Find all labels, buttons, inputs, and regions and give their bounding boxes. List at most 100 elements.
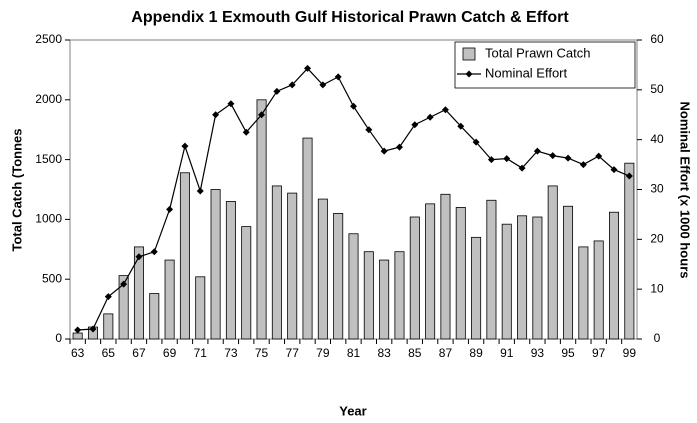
bar: [593, 240, 604, 340]
bar: [256, 99, 267, 340]
x-tick-label: 75: [255, 346, 269, 360]
bar: [425, 203, 436, 340]
y-tick-label: 500: [42, 271, 62, 285]
bar: [609, 211, 620, 340]
marker: [258, 111, 266, 119]
bar: [455, 207, 466, 340]
marker: [227, 100, 235, 108]
marker: [365, 126, 373, 134]
x-tick-label: 83: [377, 346, 391, 360]
legend-swatch: [462, 47, 476, 61]
x-tick-label: 77: [286, 346, 300, 360]
bar: [333, 213, 344, 340]
marker: [242, 128, 250, 136]
marker: [166, 205, 174, 213]
marker: [595, 152, 603, 160]
marker: [472, 138, 480, 146]
marker: [273, 87, 281, 95]
marker: [579, 161, 587, 169]
bar: [440, 193, 451, 340]
x-tick-label: 93: [531, 346, 545, 360]
x-tick-label: 69: [163, 346, 177, 360]
marker: [304, 64, 312, 72]
bar: [241, 226, 252, 340]
marker: [334, 73, 342, 81]
legend-label: Total Prawn Catch: [485, 45, 591, 60]
x-tick-label: 91: [500, 346, 514, 360]
x-tick-label: 71: [194, 346, 208, 360]
marker: [457, 122, 465, 130]
y2-tick-label: 50: [650, 82, 664, 96]
bar: [302, 137, 313, 340]
bar: [547, 185, 558, 340]
bar: [179, 172, 190, 340]
y-tick-label: 2000: [35, 92, 62, 106]
x-tick-label: 97: [592, 346, 606, 360]
y-tick-label: 2500: [35, 32, 62, 46]
bar: [486, 199, 497, 340]
marker: [150, 248, 158, 256]
bar: [195, 276, 206, 340]
marker: [135, 253, 143, 261]
marker: [610, 166, 618, 174]
marker: [503, 155, 511, 163]
x-tick-label: 67: [132, 346, 146, 360]
bar: [624, 162, 635, 340]
marker: [549, 152, 557, 160]
x-tick-label: 63: [71, 346, 85, 360]
x-tick-label: 85: [408, 346, 422, 360]
legend-box: [454, 41, 636, 89]
bar: [517, 215, 528, 340]
bar: [149, 293, 160, 340]
bar: [287, 192, 298, 340]
y2-tick-label: 10: [650, 281, 664, 295]
bar: [563, 205, 574, 340]
bar: [379, 259, 390, 340]
marker: [196, 187, 204, 195]
bar: [118, 275, 129, 340]
marker: [380, 147, 388, 155]
bar: [578, 246, 589, 340]
bar: [72, 332, 83, 340]
y-axis-label: Total Catch (Tonnes: [9, 128, 24, 251]
bar: [103, 313, 114, 340]
y-tick-label: 1000: [35, 212, 62, 226]
marker: [395, 143, 403, 151]
bar: [394, 251, 405, 340]
marker: [564, 154, 572, 162]
bar: [409, 216, 420, 340]
bar: [471, 236, 482, 340]
x-tick-label: 87: [439, 346, 453, 360]
chart-title: Appendix 1 Exmouth Gulf Historical Prawn…: [131, 9, 569, 26]
y2-tick-label: 40: [650, 132, 664, 146]
legend-label: Nominal Effort: [485, 65, 568, 80]
bar: [271, 185, 282, 340]
x-axis-label: Year: [339, 403, 366, 418]
marker: [288, 81, 296, 89]
bar: [532, 216, 543, 340]
x-tick-label: 73: [224, 346, 238, 360]
y2-tick-label: 0: [654, 331, 661, 345]
marker: [533, 147, 541, 155]
marker: [319, 81, 327, 89]
x-tick-label: 99: [623, 346, 637, 360]
marker: [212, 111, 220, 119]
x-tick-label: 65: [102, 346, 116, 360]
marker: [104, 293, 112, 301]
y-tick-label: 1500: [35, 152, 62, 166]
bar: [317, 198, 328, 340]
y-tick-label: 0: [55, 331, 62, 345]
y2-tick-label: 60: [650, 32, 664, 46]
bar: [363, 251, 374, 340]
marker: [120, 280, 128, 288]
marker: [74, 326, 82, 334]
marker: [518, 164, 526, 172]
marker: [487, 156, 495, 164]
bar: [225, 201, 236, 340]
x-tick-label: 95: [561, 346, 575, 360]
bar: [210, 189, 221, 340]
marker: [441, 106, 449, 114]
y2-axis-label: Nominal Effort (x 1000 hours: [678, 102, 693, 279]
bar: [501, 223, 512, 340]
